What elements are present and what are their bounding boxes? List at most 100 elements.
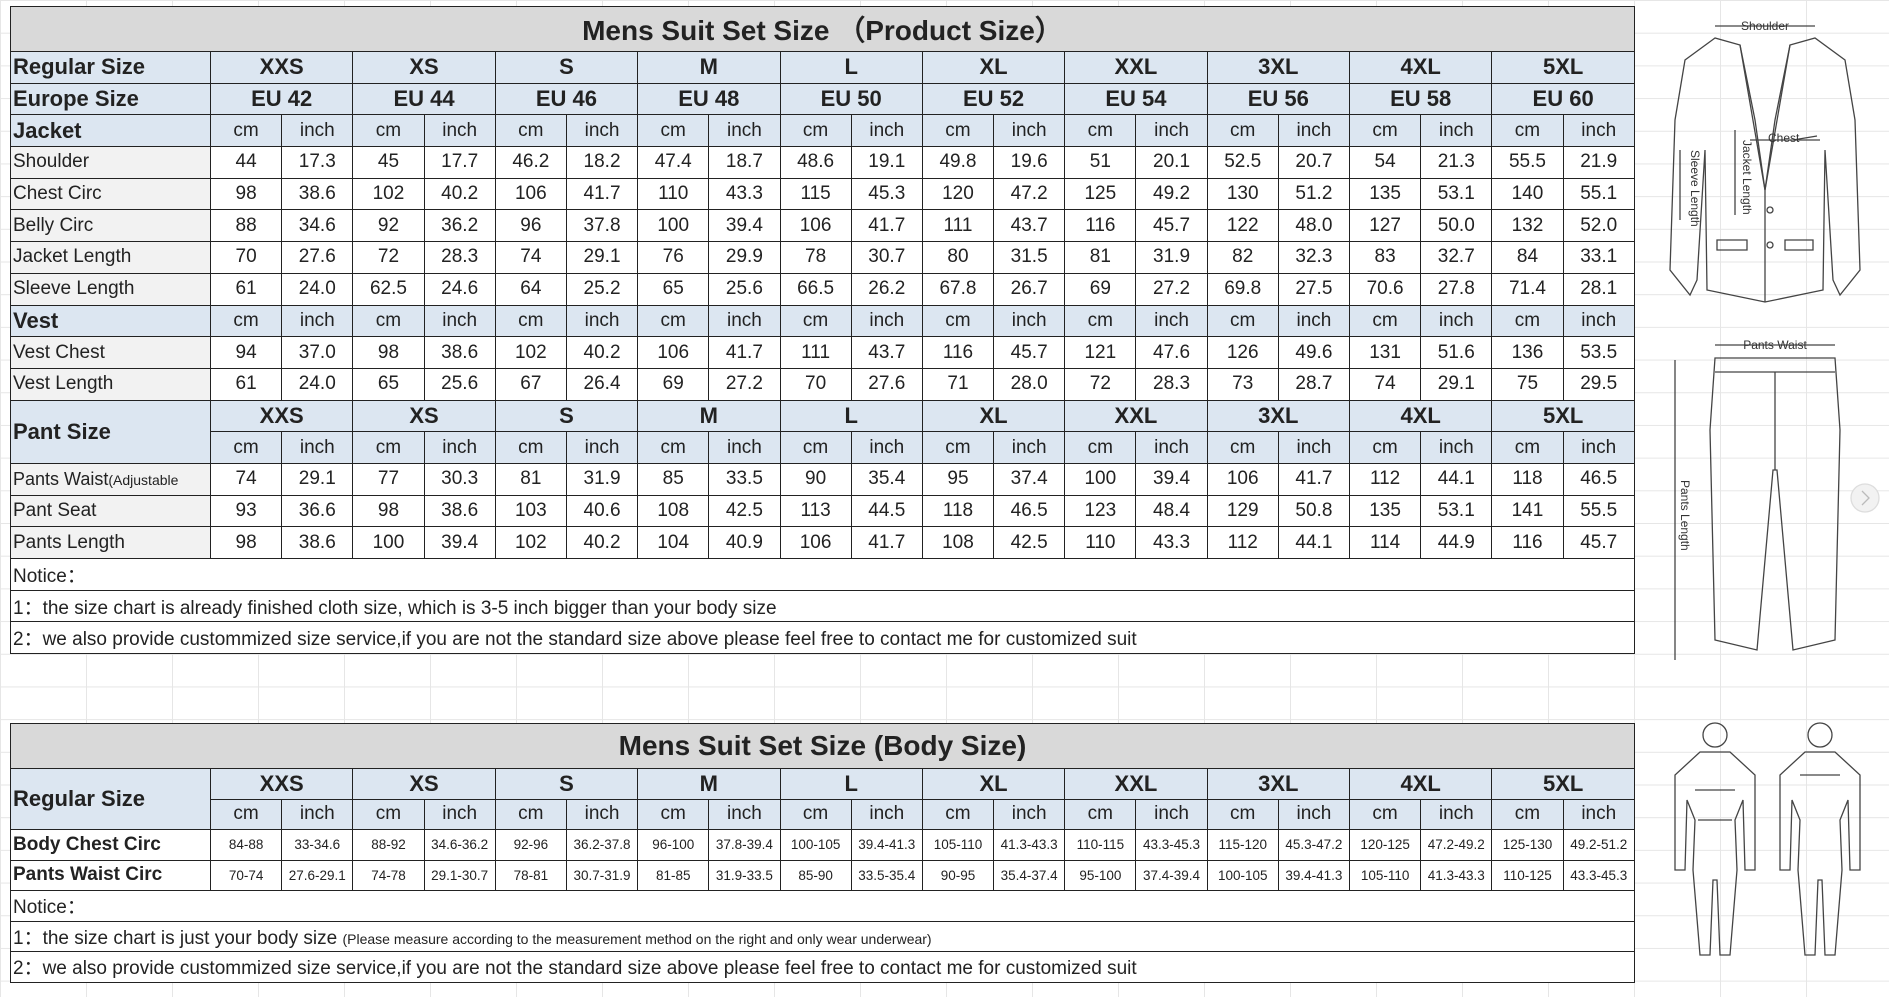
next-button[interactable] [1850,483,1880,513]
cell-value: 54 [1348,146,1422,179]
cell-value: 72 [1064,367,1137,401]
cell-value: 30.3 [423,462,496,496]
size-header: M [637,51,781,84]
size-header: 3XL [1206,768,1351,800]
cell-value: 132 [1491,209,1564,243]
cell-value: 110-125 [1491,859,1564,891]
cell-value: 136 [1491,336,1564,369]
table-row: Regular Size XXS XS S M L XL XXL 3XL 4XL 5XL [10,768,1635,830]
cell-value: 41.7 [565,177,639,211]
europe-size: EU 50 [779,82,923,116]
cell-value: 43.3-45.3 [1562,859,1635,891]
diagram-label: Shoulder [1741,19,1789,33]
europe-size: EU 58 [1348,82,1493,116]
notice-text: 1：the size chart is just your body size [13,927,338,949]
cell-value: 90 [779,462,852,496]
cell-value: 26.2 [850,272,923,306]
cell-value: 45 [352,146,425,179]
cell-value: 35.4-37.4 [993,859,1066,891]
cell-value: 25.2 [565,272,639,306]
table-row: Notice： [10,558,1635,591]
size-header: XS [352,51,496,84]
unit: inch [708,304,781,338]
unit: inch [1277,431,1351,464]
cell-value: 37.8 [565,209,639,243]
unit: inch [1562,431,1635,464]
cell-value: 20.1 [1135,146,1208,179]
cell-value: 114 [1348,526,1422,559]
cell-value: 98 [352,494,425,528]
row-label: Pants Length [10,526,211,559]
cell-value: 41.7 [850,526,923,559]
cell-value: 39.4-41.3 [1277,859,1351,891]
cell-value: 46.5 [993,494,1066,528]
unit: inch [565,114,639,148]
cell-value: 113 [779,494,852,528]
cell-value: 120 [921,177,995,211]
size-header: L [779,51,923,84]
table-row: Shoulder 44 17.3 45 17.7 46.2 18.2 47.4 18.7 48.6… [10,146,1635,179]
row-label: Belly Circ [10,209,211,243]
cell-value: 41.3-43.3 [993,829,1066,861]
cell-value: 115-120 [1206,829,1279,861]
cell-value: 28.7 [1277,367,1351,401]
table-row: Pant Seat 93 36.6 98 38.6 103 40.6 108 42.5 113 44… [10,494,1635,528]
unit: cm [209,798,283,830]
unit: inch [1562,114,1635,148]
unit: inch [423,431,496,464]
cell-value: 76 [637,241,710,274]
europe-size: EU 42 [209,82,354,116]
cell-value: 116 [1491,526,1564,559]
cell-value: 85-90 [779,859,852,891]
cell-value: 100-105 [779,829,852,861]
cell-value: 92-96 [494,829,567,861]
cell-value: 110-115 [1064,829,1137,861]
table-row: Sleeve Length 61 24.0 62.5 24.6 64 25.2 65 25.6 6… [10,272,1635,306]
cell-value: 94 [209,336,283,369]
cell-value: 20.7 [1277,146,1351,179]
cell-value: 27.2 [1135,272,1208,306]
cell-value: 37.0 [281,336,354,369]
row-label: Body Chest Circ [10,829,211,861]
cell-value: 39.4-41.3 [850,829,923,861]
cell-value: 111 [921,209,995,243]
cell-value: 83 [1348,241,1422,274]
cell-value: 102 [494,526,567,559]
cell-value: 21.3 [1420,146,1493,179]
cell-value: 110 [1064,526,1137,559]
cell-value: 24.0 [281,367,354,401]
cell-value: 18.7 [708,146,781,179]
unit: cm [1064,304,1137,338]
cell-value: 45.7 [993,336,1066,369]
unit: cm [1348,304,1422,338]
size-header: XL [921,399,1066,433]
notice-line: 1：the size chart is just your body size … [10,920,1635,952]
size-header: 5XL [1491,399,1635,433]
cell-value: 121 [1064,336,1137,369]
cell-value: 31.9-33.5 [708,859,781,891]
unit: inch [850,798,923,830]
unit: inch [1562,304,1635,338]
row-label: Vest Length [10,367,211,401]
cell-value: 47.4 [637,146,710,179]
unit: inch [1562,798,1635,830]
cell-value: 31.9 [1135,241,1208,274]
cell-value: 118 [1491,462,1564,496]
cell-value: 36.6 [281,494,354,528]
cell-value: 42.5 [708,494,781,528]
size-header: L [779,768,923,800]
unit: cm [352,431,425,464]
cell-value: 78-81 [494,859,567,891]
unit: inch [850,431,923,464]
cell-value: 100 [1064,462,1137,496]
cell-value: 51.2 [1277,177,1351,211]
cell-value: 108 [637,494,710,528]
cell-value: 118 [921,494,995,528]
cell-value: 106 [637,336,710,369]
cell-value: 38.6 [423,494,496,528]
unit: inch [850,114,923,148]
cell-value: 70 [779,367,852,401]
unit: cm [1064,431,1137,464]
europe-size: EU 46 [494,82,639,116]
body-diagram [1674,722,1861,956]
